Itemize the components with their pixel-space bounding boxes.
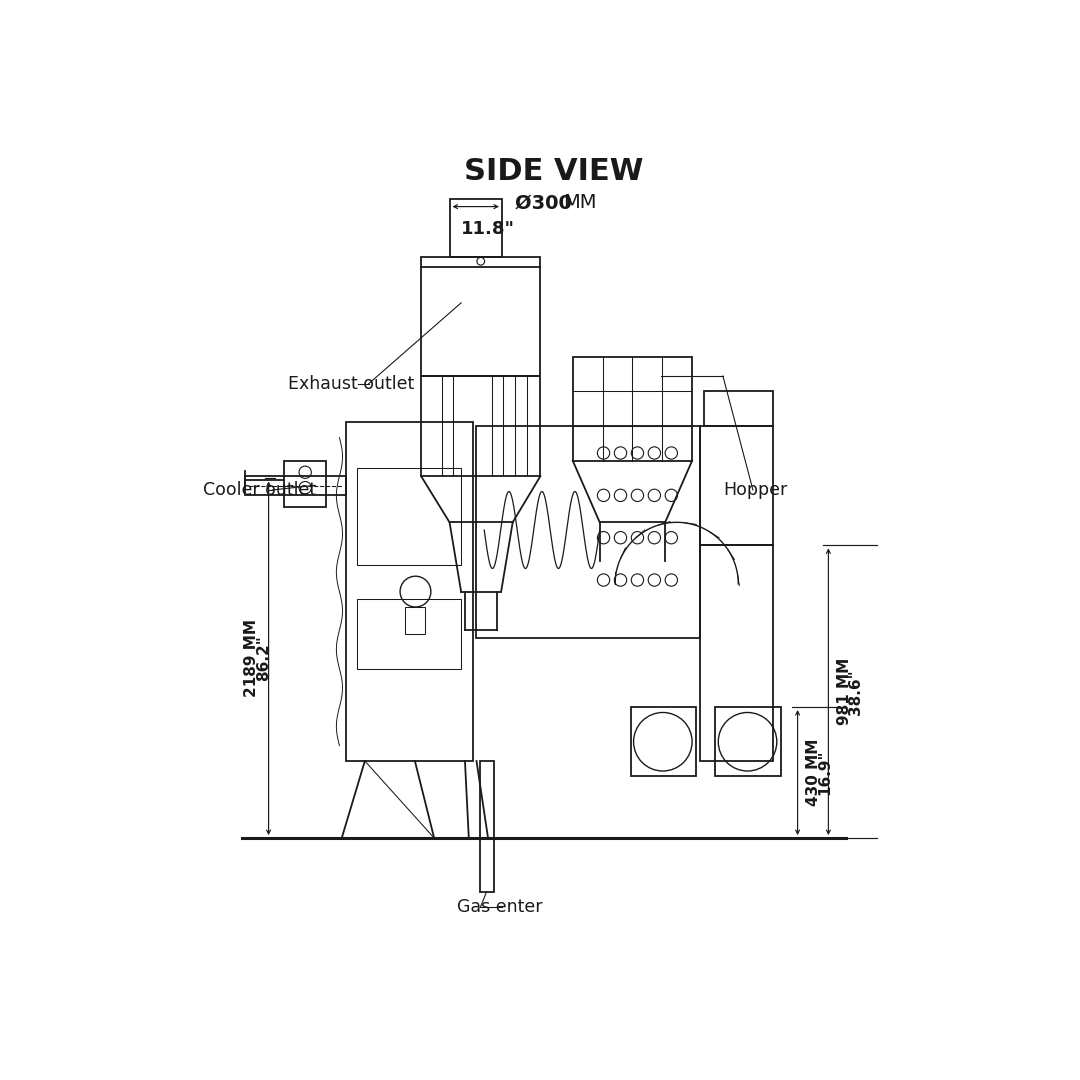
Bar <box>346 422 473 761</box>
Text: 430 MM: 430 MM <box>806 739 821 807</box>
Bar <box>357 599 461 669</box>
Bar <box>481 761 495 892</box>
Text: 2189 MM: 2189 MM <box>244 619 259 698</box>
Bar <box>700 426 773 545</box>
Bar <box>715 707 781 777</box>
Bar <box>284 461 326 507</box>
Bar <box>704 391 773 426</box>
Text: 16.9": 16.9" <box>818 750 833 795</box>
Text: Hopper: Hopper <box>723 481 787 499</box>
Bar <box>421 376 540 476</box>
Bar <box>572 356 692 461</box>
Text: 981 MM: 981 MM <box>837 658 852 726</box>
Text: Ø300: Ø300 <box>515 193 579 213</box>
Text: Cooler outlet: Cooler outlet <box>203 481 316 499</box>
Text: Exhaust outlet: Exhaust outlet <box>288 375 414 393</box>
Text: 86.2": 86.2" <box>256 635 271 681</box>
Text: 11.8": 11.8" <box>461 220 515 239</box>
Text: MM: MM <box>563 193 596 213</box>
Bar <box>405 607 426 634</box>
Bar <box>421 257 540 376</box>
Text: SIDE VIEW: SIDE VIEW <box>463 158 644 187</box>
Text: Gas enter: Gas enter <box>457 899 543 916</box>
Bar <box>245 476 346 496</box>
Bar <box>700 545 773 761</box>
Bar <box>631 707 696 777</box>
Bar <box>357 469 461 565</box>
Text: 38.6": 38.6" <box>849 669 863 715</box>
Bar <box>476 426 700 638</box>
Bar <box>449 199 502 257</box>
